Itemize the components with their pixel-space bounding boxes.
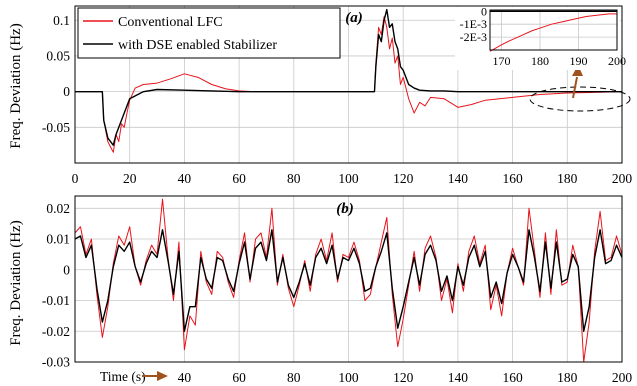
zoom-arrow-icon bbox=[572, 65, 583, 99]
y-tick-label: 0.02 bbox=[46, 201, 70, 216]
panel-a-ticks: 0 20 40 60 80 100 120 140 160 180 200 -0.05 0 0.05 0.1 bbox=[42, 13, 633, 186]
y-tick-label: -0.05 bbox=[42, 120, 70, 135]
panel-b-frame bbox=[74, 195, 623, 363]
inset-x-tick-label: 180 bbox=[531, 54, 549, 68]
legend-label-conventional: Conventional LFC bbox=[118, 15, 223, 30]
panel-b-label: (b) bbox=[336, 201, 354, 217]
x-tick-label: 180 bbox=[557, 171, 578, 186]
x-axis-label: Time (s) bbox=[100, 369, 146, 384]
inset-ticks: 170 180 190 200 0-1E-3-2E-3 bbox=[460, 4, 626, 68]
x-tick-label: 80 bbox=[287, 171, 301, 186]
inset-y-tick-label: 0 bbox=[481, 4, 487, 18]
x-tick-label: 120 bbox=[393, 171, 414, 186]
x-tick-label: 100 bbox=[338, 370, 359, 385]
panel-a-y-axis-label: Freq. Deviation (Hz) bbox=[8, 23, 24, 148]
x-tick-label: 20 bbox=[123, 171, 137, 186]
inset-y-tick-label: -1E-3 bbox=[460, 17, 487, 31]
y-tick-label: -0.02 bbox=[42, 324, 70, 339]
x-tick-label: 120 bbox=[393, 370, 414, 385]
inset-series bbox=[489, 10, 617, 52]
zoom-region-ellipse bbox=[529, 86, 631, 112]
x-tick-label: 100 bbox=[338, 171, 359, 186]
inset-x-tick-label: 190 bbox=[570, 54, 588, 68]
legend: Conventional LFC with DSE enabled Stabil… bbox=[77, 7, 341, 59]
inset-x-tick-label: 200 bbox=[608, 54, 626, 68]
legend-label-dse: with DSE enabled Stabilizer bbox=[118, 38, 277, 53]
inset-y-tick-label: -2E-3 bbox=[460, 30, 487, 44]
x-tick-label: 160 bbox=[502, 370, 523, 385]
x-tick-label: 60 bbox=[232, 171, 246, 186]
legend-box bbox=[77, 7, 341, 59]
panel-b-series bbox=[74, 198, 623, 363]
panel-a-frame bbox=[74, 5, 623, 164]
panel-a-label: (a) bbox=[345, 10, 363, 26]
x-tick-label: 40 bbox=[178, 370, 192, 385]
x-axis-arrow-icon bbox=[142, 371, 168, 381]
inset-series-line-conventional bbox=[489, 13, 617, 52]
x-tick-label: 40 bbox=[178, 171, 192, 186]
series-line-dse bbox=[75, 8, 622, 146]
panel-b-y-axis-label: Freq. Deviation (Hz) bbox=[8, 220, 24, 345]
x-tick-label: 140 bbox=[448, 171, 469, 186]
x-tick-label: 200 bbox=[612, 171, 633, 186]
y-tick-label: 0.01 bbox=[46, 232, 70, 247]
panel-b-ticks: 40 60 80 100 120 140 160 180 200 -0.03 -0.02 -0.01 0… bbox=[42, 201, 633, 385]
y-tick-label: -0.01 bbox=[42, 293, 70, 308]
y-tick-label: 0.05 bbox=[46, 48, 70, 63]
panel-a-series bbox=[75, 8, 623, 153]
y-tick-label: 0 bbox=[63, 262, 70, 277]
x-tick-label: 0 bbox=[72, 171, 79, 186]
inset-plot-area bbox=[490, 10, 617, 50]
panel-a: 0 20 40 60 80 100 120 140 160 180 200 -0.05 0 0.05 0.1… bbox=[8, 4, 632, 186]
x-tick-label: 200 bbox=[612, 370, 633, 385]
y-tick-label: 0 bbox=[63, 84, 70, 99]
series-line-conventional bbox=[74, 198, 623, 363]
series-line-dse bbox=[74, 229, 623, 332]
y-tick-label: 0.1 bbox=[53, 13, 70, 28]
inset-frame bbox=[489, 9, 618, 51]
x-tick-label: 180 bbox=[557, 370, 578, 385]
x-tick-label: 140 bbox=[448, 370, 469, 385]
panel-b: 40 60 80 100 120 140 160 180 200 -0.03 -0.02 -0.01 0… bbox=[8, 195, 633, 385]
inset-zoom: 170 180 190 200 0-1E-3-2E-3 bbox=[455, 4, 626, 70]
x-tick-label: 160 bbox=[502, 171, 523, 186]
x-tick-label: 80 bbox=[287, 370, 301, 385]
inset-x-tick-label: 170 bbox=[493, 54, 511, 68]
x-tick-label: 60 bbox=[232, 370, 246, 385]
y-tick-label: -0.03 bbox=[42, 355, 70, 370]
